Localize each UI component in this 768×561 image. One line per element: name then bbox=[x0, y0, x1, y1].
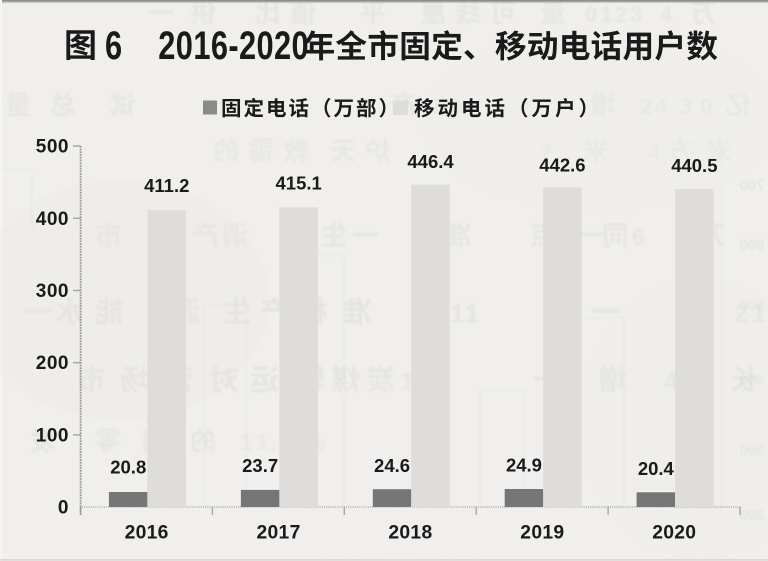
svg-text:442.6: 442.6 bbox=[539, 154, 585, 175]
svg-text:2018: 2018 bbox=[388, 523, 432, 544]
svg-text:1: 1 bbox=[400, 368, 414, 396]
svg-text:7: 7 bbox=[540, 140, 552, 165]
svg-text:300: 300 bbox=[36, 281, 69, 302]
svg-text:4: 4 bbox=[664, 368, 678, 396]
svg-text:500: 500 bbox=[36, 137, 69, 158]
svg-text:6: 6 bbox=[105, 23, 122, 68]
svg-text:1: 1 bbox=[256, 430, 268, 455]
svg-text:2: 2 bbox=[615, 2, 627, 27]
svg-text:4: 4 bbox=[660, 2, 673, 27]
svg-text:1: 1 bbox=[450, 300, 464, 328]
svg-text:4: 4 bbox=[648, 140, 661, 165]
svg-text:600: 600 bbox=[739, 237, 764, 254]
svg-text:300: 300 bbox=[739, 442, 764, 459]
svg-text:100: 100 bbox=[36, 425, 69, 446]
svg-text:20.8: 20.8 bbox=[110, 457, 146, 478]
svg-text:20.4: 20.4 bbox=[638, 458, 675, 479]
svg-text:23.7: 23.7 bbox=[242, 455, 278, 476]
svg-text:24.6: 24.6 bbox=[374, 455, 410, 476]
svg-text:500: 500 bbox=[739, 297, 764, 314]
svg-text:0: 0 bbox=[700, 94, 712, 119]
svg-text:4: 4 bbox=[655, 94, 668, 119]
svg-text:3: 3 bbox=[680, 94, 692, 119]
svg-text:400: 400 bbox=[36, 209, 69, 230]
svg-text:400: 400 bbox=[739, 372, 764, 389]
svg-text:1: 1 bbox=[600, 2, 612, 27]
svg-text:1: 1 bbox=[752, 300, 766, 328]
svg-text:2016-2020: 2016-2020 bbox=[158, 23, 309, 68]
svg-text:6: 6 bbox=[632, 224, 645, 250]
svg-text:2017: 2017 bbox=[257, 523, 301, 544]
svg-text:200: 200 bbox=[36, 353, 69, 374]
svg-text:700: 700 bbox=[739, 177, 764, 194]
svg-text:2019: 2019 bbox=[520, 523, 564, 544]
svg-text:2: 2 bbox=[734, 300, 748, 328]
svg-text:440.5: 440.5 bbox=[671, 155, 717, 176]
svg-text:2: 2 bbox=[640, 94, 652, 119]
svg-text:.: . bbox=[270, 430, 276, 455]
svg-text:446.4: 446.4 bbox=[407, 151, 454, 172]
svg-text:2016: 2016 bbox=[125, 523, 169, 544]
svg-text:1: 1 bbox=[465, 300, 479, 328]
svg-text:415.1: 415.1 bbox=[276, 172, 322, 193]
svg-text:0: 0 bbox=[58, 498, 69, 519]
svg-text:2020: 2020 bbox=[652, 523, 696, 544]
svg-text:3: 3 bbox=[630, 2, 642, 27]
svg-text:411.2: 411.2 bbox=[144, 175, 189, 196]
svg-text:24.9: 24.9 bbox=[506, 455, 542, 476]
svg-text:0: 0 bbox=[585, 2, 597, 27]
svg-text:200: 200 bbox=[739, 507, 764, 524]
